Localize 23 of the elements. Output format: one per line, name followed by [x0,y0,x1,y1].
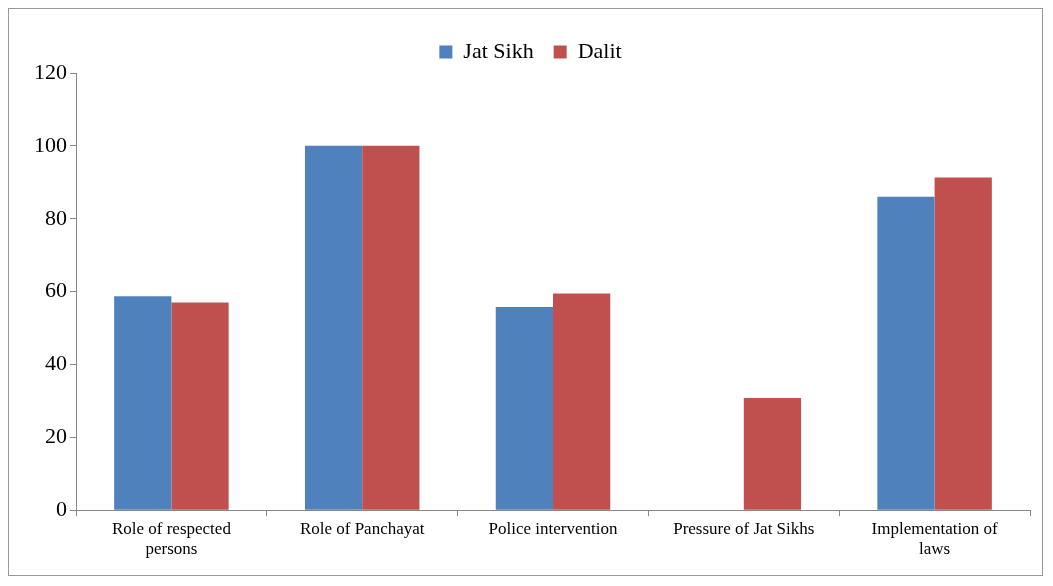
bar [934,177,992,510]
bar [877,196,935,510]
y-tick-label: 100 [34,131,67,157]
x-tick-label: Pressure of Jat Sikhs [673,518,815,538]
bar [495,306,553,510]
y-tick-label: 40 [45,350,67,376]
x-tick-label: Role of respected persons [111,518,232,559]
bar [304,145,363,510]
y-tick-label: 20 [45,423,67,449]
bar [743,397,802,510]
y-tick-label: 0 [56,495,67,521]
legend-label: Dalit [577,37,622,63]
bar [362,145,420,510]
bar [114,296,172,510]
bar [171,302,229,510]
x-tick-label: Police intervention [488,518,618,538]
y-tick-label: 80 [45,204,67,230]
x-tick-label: Implementation of laws [871,518,998,559]
bar [553,293,611,510]
y-tick-label: 120 [34,58,67,84]
y-tick-label: 60 [45,277,67,303]
x-tick-label: Role of Panchayat [299,518,425,538]
legend-label: Jat Sikh [463,37,534,63]
